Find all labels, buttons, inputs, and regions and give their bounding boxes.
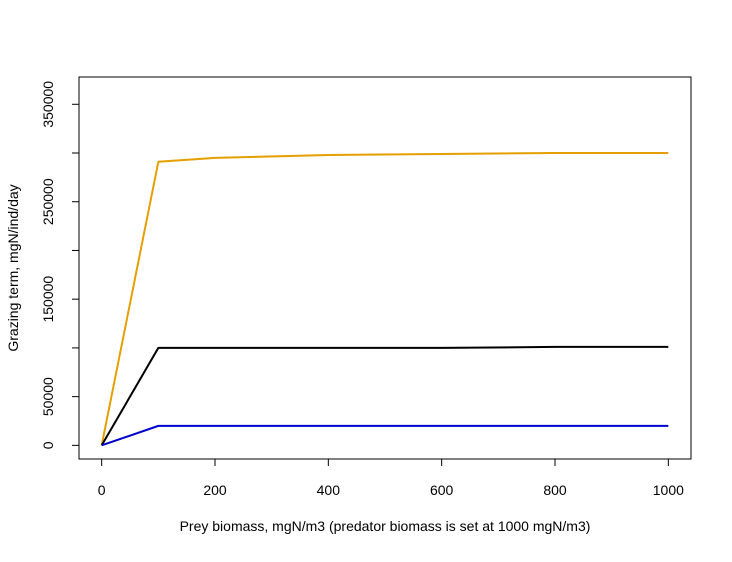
series-line-black <box>100 345 669 446</box>
y-tick-label: 50000 <box>40 377 56 416</box>
y-tick-label: 150000 <box>40 276 56 323</box>
x-tick-label: 0 <box>98 482 106 498</box>
y-tick-label: 0 <box>40 441 56 449</box>
x-tick-label: 1000 <box>653 482 684 498</box>
series-layer <box>100 152 669 447</box>
x-tick-label: 200 <box>203 482 227 498</box>
series-line-blue <box>101 424 669 447</box>
y-axis-label: Grazing term, mgN/ind/day <box>5 184 21 351</box>
x-tick-label: 800 <box>543 482 567 498</box>
x-axis-label: Prey biomass, mgN/m3 (predator biomass i… <box>180 518 591 534</box>
y-tick-label: 350000 <box>40 81 56 128</box>
y-axis: 0 50000 150000 250000 350000 <box>40 81 80 449</box>
y-tick-label: 250000 <box>40 178 56 225</box>
plot-box <box>78 76 692 460</box>
x-tick-label: 400 <box>317 482 341 498</box>
x-tick-label: 600 <box>430 482 454 498</box>
series-line-orange <box>100 152 669 446</box>
x-axis: 0 200 400 600 800 1000 <box>98 458 684 498</box>
